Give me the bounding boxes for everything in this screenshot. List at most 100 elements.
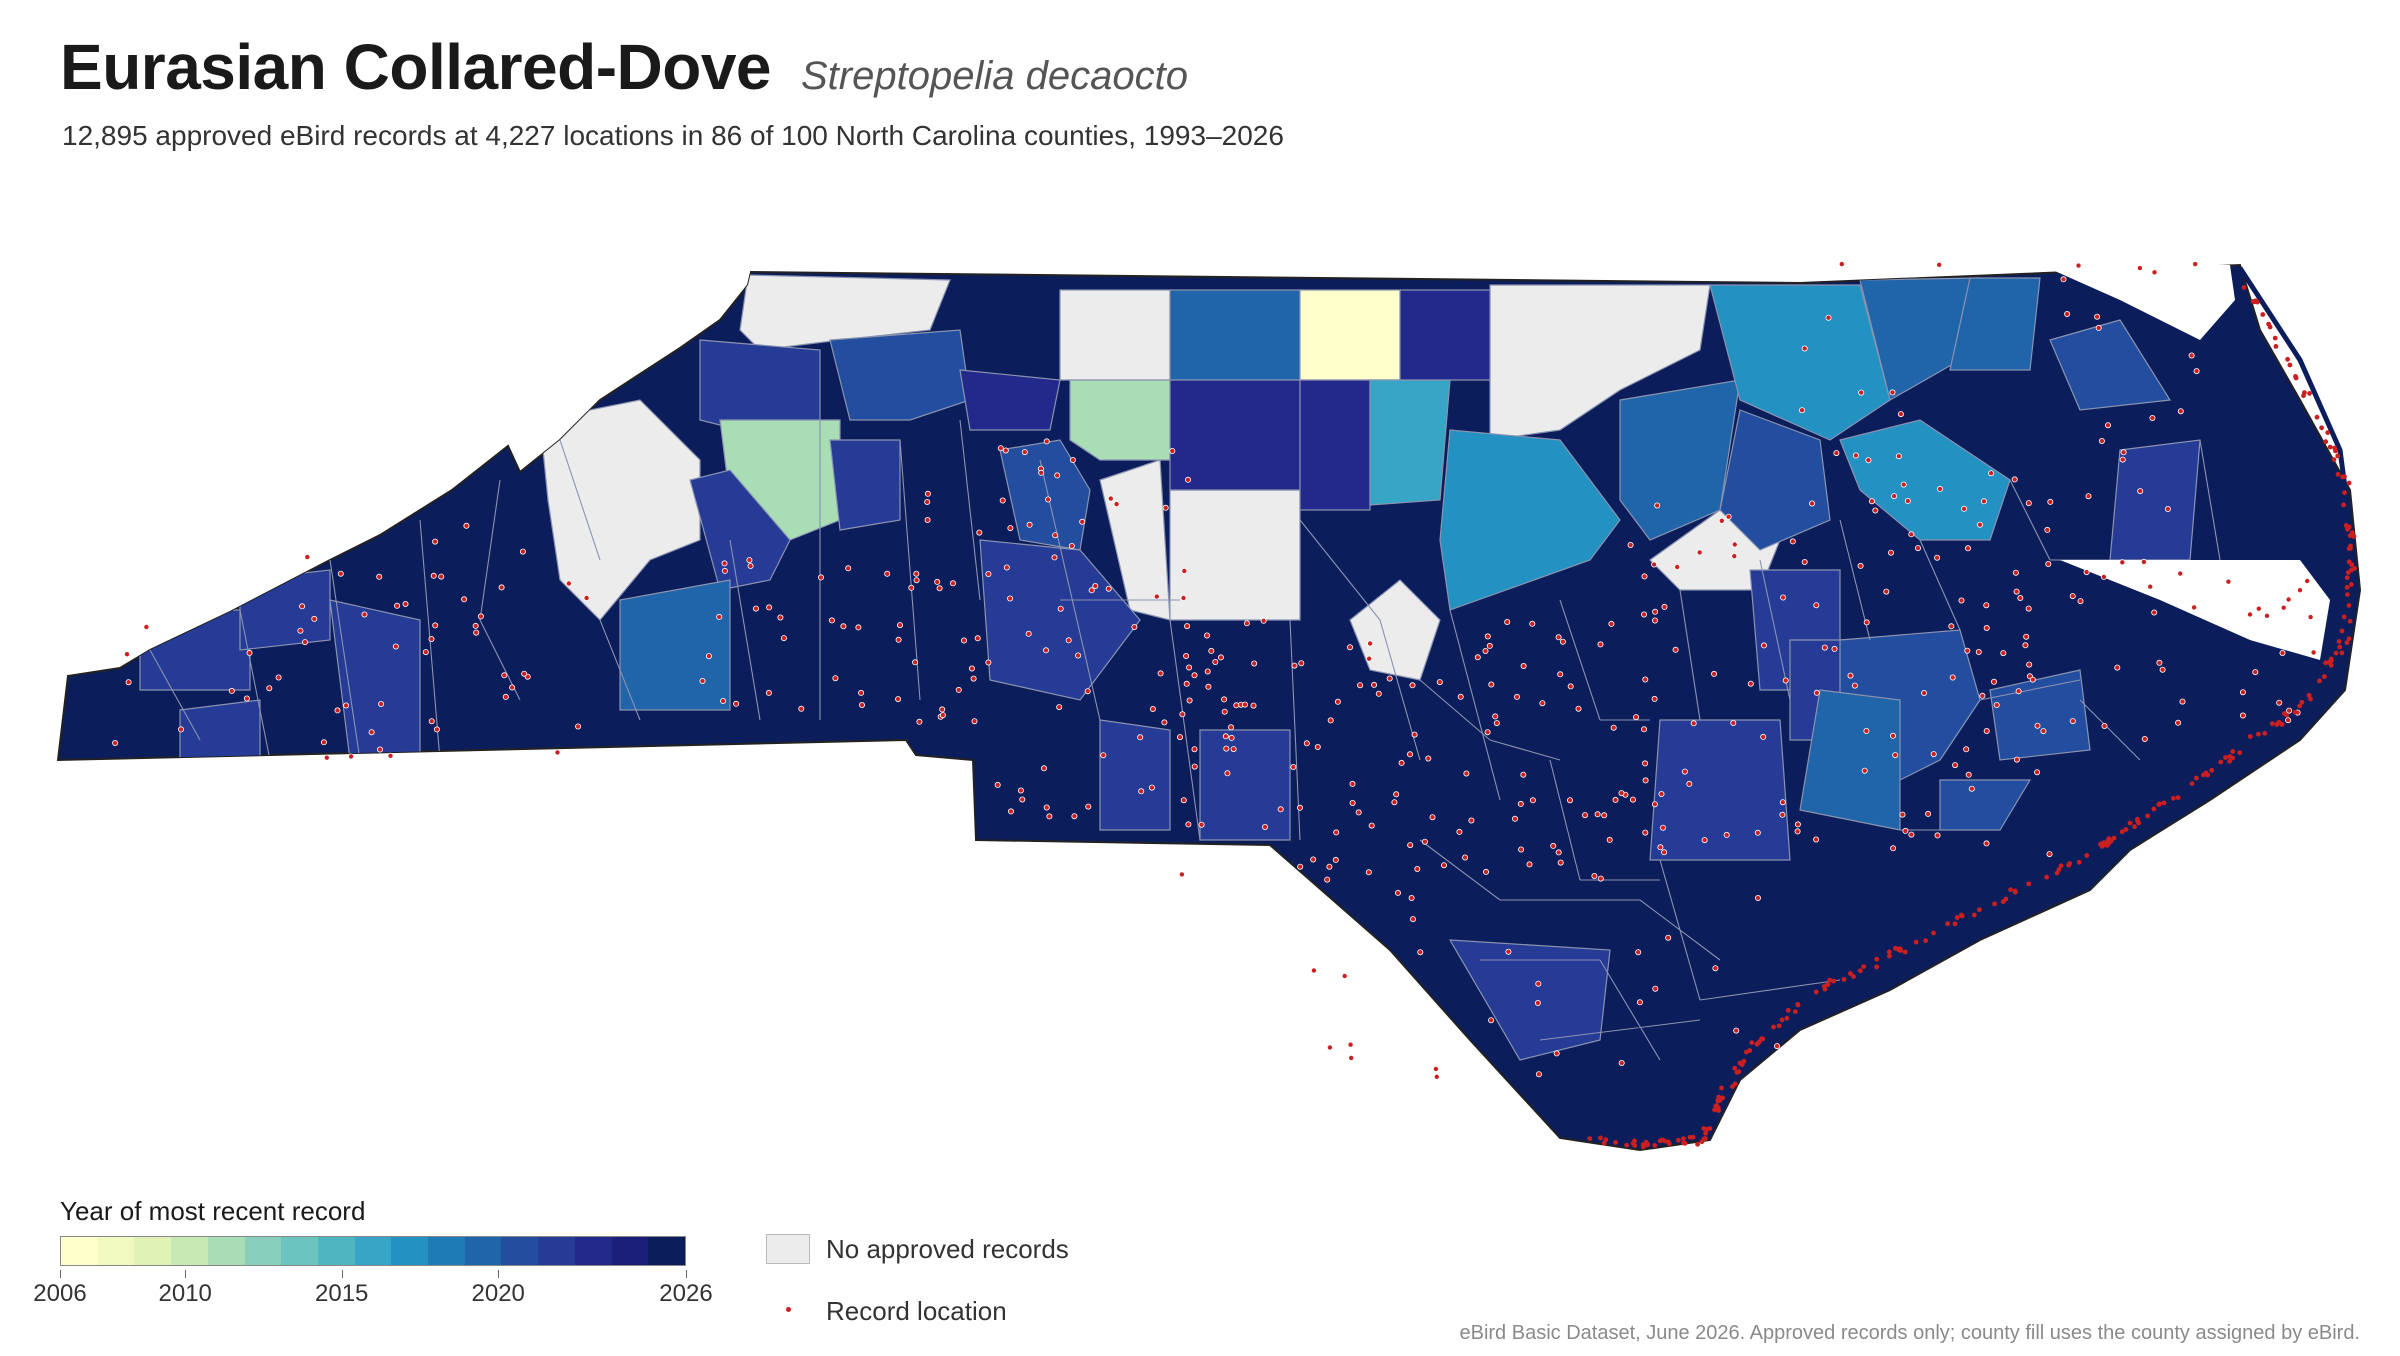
record-dot <box>1303 740 1310 747</box>
record-dot <box>1754 829 1761 836</box>
record-dot <box>1228 724 1235 731</box>
record-dot <box>2323 439 2329 445</box>
record-dot <box>2340 474 2346 480</box>
record-dot <box>1224 770 1231 777</box>
record-dot <box>2279 650 2286 657</box>
record-dot <box>2136 820 2142 826</box>
record-dot <box>2175 719 2182 726</box>
record-dot <box>1177 734 1184 741</box>
record-dot <box>1809 500 1816 507</box>
record-dot <box>2101 840 2107 845</box>
record-dot <box>2085 493 2092 500</box>
record-dot <box>1559 638 1566 645</box>
record-dot <box>2317 678 2322 684</box>
record-dot <box>1517 800 1524 807</box>
record-dot <box>2281 711 2287 716</box>
record-dot <box>1723 831 1730 838</box>
record-dot <box>1221 708 1228 715</box>
record-dot <box>2319 425 2325 431</box>
record-dot <box>1347 644 1354 651</box>
record-dot <box>1398 759 1405 766</box>
record-dot <box>1021 449 1028 456</box>
record-dot <box>1092 583 1099 590</box>
record-dot <box>1411 731 1418 738</box>
record-dot <box>1504 619 1511 626</box>
record-dot <box>1157 670 1164 677</box>
record-dot <box>1833 450 1840 457</box>
record-dot <box>1863 619 1870 626</box>
record-dot <box>1085 803 1092 810</box>
ramp-swatch <box>317 1237 355 1265</box>
record-dot <box>1204 632 1211 639</box>
record-dot <box>320 739 327 746</box>
record-dot <box>1290 764 1297 771</box>
record-dot <box>2344 575 2350 581</box>
record-dot <box>583 595 590 602</box>
record-dot <box>2274 722 2280 727</box>
record-dot <box>1183 653 1190 660</box>
record-dot <box>1983 625 1990 632</box>
record-dot <box>1505 948 1512 955</box>
record-dot <box>2060 276 2067 283</box>
record-dot <box>1902 949 1908 955</box>
record-dot <box>1462 854 1469 861</box>
record-dot <box>2308 696 2313 702</box>
record-dot <box>1651 801 1658 808</box>
record-dot <box>498 584 505 591</box>
record-dot <box>1890 845 1897 852</box>
record-dot <box>765 689 772 696</box>
record-dot <box>1107 495 1114 502</box>
record-dot <box>1069 456 1076 463</box>
record-dot <box>378 701 385 708</box>
record-dot <box>1488 681 1495 688</box>
record-dot <box>1071 813 1078 820</box>
record-dot <box>1327 717 1334 724</box>
record-dot <box>1179 711 1186 718</box>
county-deep-blue <box>1299 379 1371 511</box>
record-dot <box>752 605 759 612</box>
record-dot <box>970 675 977 682</box>
record-dot <box>228 687 235 694</box>
record-dot <box>1230 746 1237 753</box>
record-dot <box>1324 876 1331 883</box>
record-dot <box>1298 660 1305 667</box>
record-dot <box>2101 723 2108 730</box>
record-dot <box>1658 791 1665 798</box>
county-deep-blue <box>1719 409 1831 551</box>
record-dot <box>2285 596 2292 603</box>
record-dot <box>971 718 978 725</box>
record-dot <box>1719 1085 1724 1091</box>
record-dot <box>1865 457 1872 464</box>
record-dot <box>1131 624 1138 631</box>
record-dot <box>2029 676 2036 683</box>
record-dot <box>884 570 891 577</box>
record-dot <box>1851 974 1856 979</box>
record-dot <box>1682 1140 1688 1146</box>
record-dot <box>1899 811 1906 818</box>
record-dot <box>1184 623 1191 630</box>
ramp-swatch <box>171 1237 208 1265</box>
record-dot <box>1945 921 1950 927</box>
record-dot <box>1597 641 1604 648</box>
record-dot <box>1457 693 1464 700</box>
record-dot <box>1520 663 1527 670</box>
ramp-swatch <box>648 1237 685 1265</box>
ramp-tick-label: 2020 <box>471 1280 525 1307</box>
record-dot <box>1349 800 1356 807</box>
record-dot <box>1429 814 1436 821</box>
record-dot <box>2335 453 2341 459</box>
record-dot <box>2171 795 2176 801</box>
record-dot <box>1915 545 1922 552</box>
record-dot <box>908 584 915 591</box>
county-deep-blue <box>1448 939 1611 1061</box>
record-dot <box>1482 648 1489 655</box>
record-dot <box>1755 895 1762 902</box>
record-dot <box>124 651 131 658</box>
record-dot <box>1857 968 1863 974</box>
record-dot <box>2336 639 2342 644</box>
record-dot <box>477 613 484 620</box>
record-dot <box>2161 800 2167 806</box>
record-dot <box>2026 661 2033 668</box>
record-dot <box>2123 827 2129 832</box>
record-dot <box>1936 261 1943 268</box>
